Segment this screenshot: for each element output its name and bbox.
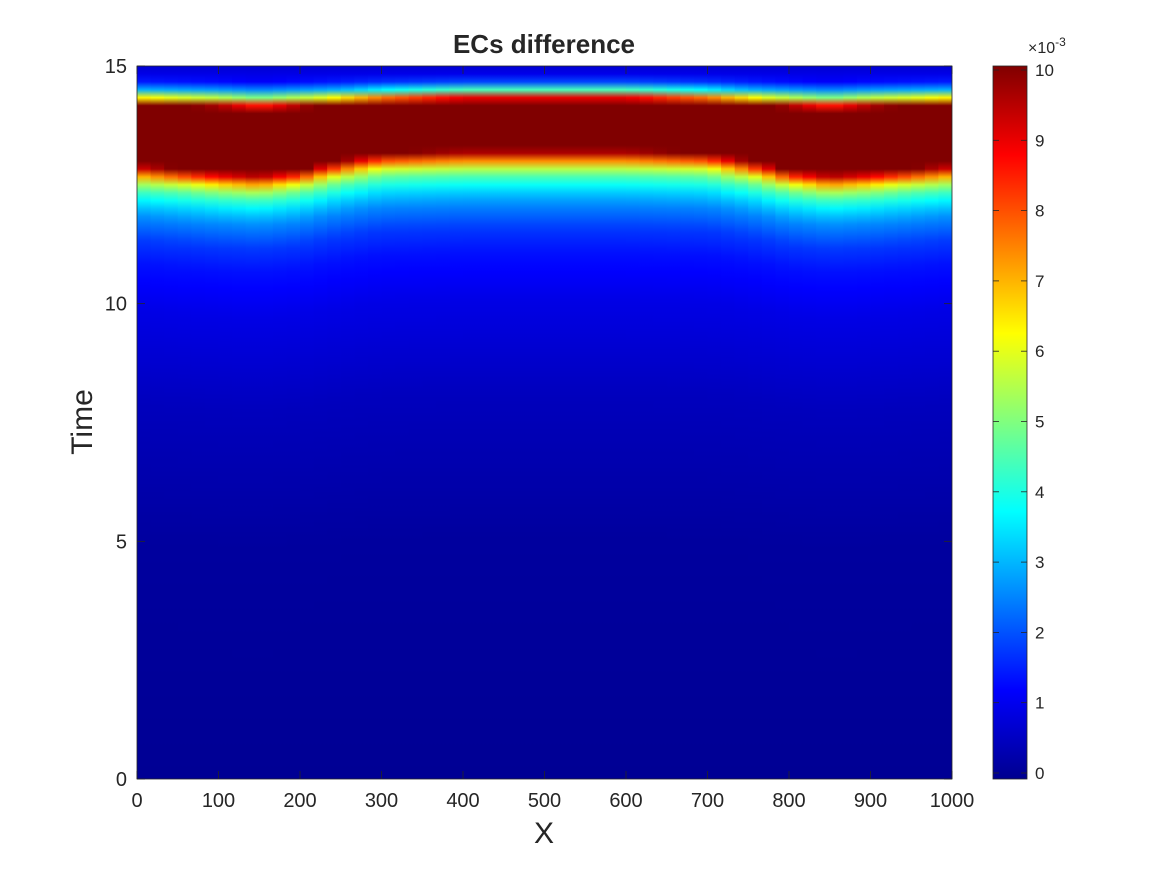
heatmap-column [367, 66, 383, 779]
heatmap-column [884, 66, 899, 779]
heatmap-column [938, 66, 952, 779]
heatmap-column [232, 66, 247, 779]
heatmap-column [748, 66, 763, 779]
heatmap-column [408, 66, 423, 779]
heatmap-column [313, 66, 328, 779]
heatmap-column [843, 66, 858, 779]
heatmap-column [544, 66, 559, 779]
heatmap-column [272, 66, 288, 779]
heatmap-column [775, 66, 790, 779]
colorbar-tick-label: 6 [1035, 342, 1044, 361]
heatmap-column [653, 66, 668, 779]
x-tick-label: 1000 [930, 790, 975, 812]
heatmap-column [639, 66, 654, 779]
chart-title: ECs difference [453, 29, 635, 59]
x-tick-label: 0 [131, 790, 142, 812]
heatmap-column [381, 66, 396, 779]
colorbar-tick-label: 0 [1035, 764, 1044, 783]
heatmap-column [463, 66, 478, 779]
heatmap-column [449, 66, 464, 779]
x-tick-label: 500 [528, 790, 561, 812]
colorbar-tick-label: 4 [1035, 483, 1044, 502]
heatmap-column [816, 66, 831, 779]
heatmap-column [517, 66, 532, 779]
x-tick-label: 800 [772, 790, 805, 812]
heatmap-column [626, 66, 641, 779]
colorbar [992, 65, 1028, 780]
heatmap-column [571, 66, 586, 779]
heatmap-column [802, 66, 817, 779]
heatmap-column [924, 66, 940, 779]
heatmap-column [897, 66, 912, 779]
heatmap-column [476, 66, 491, 779]
heatmap-column [435, 66, 451, 779]
heatmap-column [191, 66, 206, 779]
heatmap-column [666, 66, 681, 779]
y-tick-label: 15 [105, 56, 127, 78]
colorbar-tick-label: 3 [1035, 553, 1044, 572]
colorbar-multiplier-exponent: -3 [1055, 35, 1066, 49]
heatmap-column [598, 66, 614, 779]
colorbar-tick-label: 8 [1035, 202, 1044, 221]
heatmap-column [340, 66, 355, 779]
y-tick-label: 10 [105, 294, 127, 316]
heatmap-column [490, 66, 505, 779]
heatmap-column [286, 66, 301, 779]
heatmap-column [422, 66, 437, 779]
heatmap-column [164, 66, 179, 779]
heatmap-column [789, 66, 804, 779]
colorbar-multiplier-base: ×10 [1028, 40, 1055, 57]
heatmap-column [721, 66, 736, 779]
heatmap-column [693, 66, 709, 779]
heatmap-column [829, 66, 844, 779]
heatmap-column [395, 66, 410, 779]
x-tick-label: 600 [609, 790, 642, 812]
heatmap-column [680, 66, 695, 779]
x-axis-label: X [534, 817, 554, 850]
y-axis-ticks: 0 5 10 15 [105, 56, 952, 791]
heatmap-column [354, 66, 369, 779]
y-tick-label: 5 [116, 531, 127, 553]
heatmap-column [734, 66, 749, 779]
x-tick-label: 300 [365, 790, 398, 812]
colorbar-multiplier: ×10-3 [1028, 35, 1066, 57]
heatmap-column [585, 66, 600, 779]
heatmap-column [137, 66, 152, 779]
heatmap-column [177, 66, 192, 779]
heatmap-column [327, 66, 342, 779]
x-axis-ticks: 0 100 200 300 400 500 600 700 800 900 1000 [131, 66, 974, 812]
plot-area [137, 66, 952, 779]
heatmap-column [870, 66, 885, 779]
heatmap-column [530, 66, 546, 779]
heatmap-column [612, 66, 627, 779]
colorbar-tick-label: 2 [1035, 623, 1044, 642]
heatmap-column [150, 66, 165, 779]
colorbar-tick-label: 10 [1035, 61, 1054, 80]
x-tick-label: 900 [854, 790, 887, 812]
x-tick-label: 100 [202, 790, 235, 812]
heatmap-column [300, 66, 315, 779]
x-tick-label: 400 [446, 790, 479, 812]
heatmap-column [245, 66, 260, 779]
heatmap-column [856, 66, 872, 779]
colorbar-tick-label: 7 [1035, 272, 1044, 291]
heatmap-column [503, 66, 518, 779]
heatmap-column [218, 66, 233, 779]
heatmap-column [259, 66, 274, 779]
x-tick-label: 700 [691, 790, 724, 812]
colorbar-tick-label: 5 [1035, 413, 1044, 432]
y-axis-label: Time [66, 389, 99, 455]
y-tick-label: 0 [116, 769, 127, 791]
x-tick-label: 200 [283, 790, 316, 812]
heatmap-column [911, 66, 926, 779]
colorbar-ticks: 0 1 2 3 4 5 6 7 8 9 10 [993, 61, 1054, 783]
heatmap-column [707, 66, 722, 779]
colorbar-tick-label: 1 [1035, 694, 1044, 713]
colorbar-tick-label: 9 [1035, 131, 1044, 150]
heatmap-column [558, 66, 573, 779]
heatmap-column [204, 66, 220, 779]
heatmap-column [761, 66, 777, 779]
